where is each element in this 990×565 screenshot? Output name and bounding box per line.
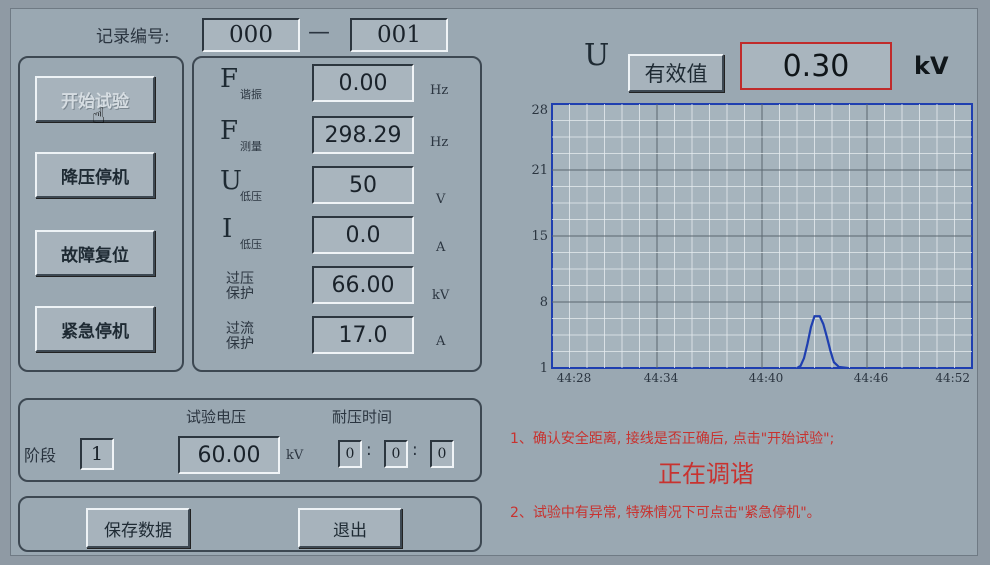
over-voltage-unit: kV xyxy=(432,288,450,303)
note-line-1: 1、确认安全距离, 接线是否正确后, 点击"开始试验"; xyxy=(510,431,835,447)
stage-label: 阶段 xyxy=(24,446,57,465)
i-low-unit: A xyxy=(436,240,446,255)
over-current-label-top: 过流 xyxy=(226,321,254,337)
parameter-panel xyxy=(192,56,482,372)
x-tick-label: 44:40 xyxy=(749,371,784,385)
f-resonance-unit: Hz xyxy=(430,83,449,98)
y-tick-label: 15 xyxy=(531,229,548,244)
meter-unit: kV xyxy=(914,52,949,80)
x-tick-label: 44:34 xyxy=(644,371,679,385)
stage-value[interactable]: 1 xyxy=(80,438,114,470)
f-measured-sub: 测量 xyxy=(240,140,262,153)
meter-value: 0.30 xyxy=(740,42,892,90)
withstand-time-label: 耐压时间 xyxy=(332,408,393,426)
control-panel xyxy=(18,56,184,372)
stage-panel xyxy=(18,398,482,482)
save-data-button[interactable]: 保存数据 xyxy=(86,508,190,548)
over-voltage-value: 66.00 xyxy=(312,266,414,304)
y-tick-label: 8 xyxy=(540,295,548,310)
fault-reset-button[interactable]: 故障复位 xyxy=(35,230,155,276)
hmi-screen: 记录编号: 000 — 001 开始试验 ☝ 降压停机 故障复位 紧急停机 F … xyxy=(10,8,978,556)
emergency-stop-button[interactable]: 紧急停机 xyxy=(35,306,155,352)
note-line-2: 2、试验中有异常, 特殊情况下可点击"紧急停机"。 xyxy=(510,505,821,521)
f-measured-value: 298.29 xyxy=(312,116,414,154)
u-low-sub: 低压 xyxy=(240,190,262,203)
f-resonance-value: 0.00 xyxy=(312,64,414,102)
u-low-unit: V xyxy=(436,192,446,207)
test-voltage-unit: kV xyxy=(286,448,304,463)
start-test-button[interactable]: 开始试验 xyxy=(35,76,155,122)
y-tick-label: 1 xyxy=(540,361,548,376)
u-low-symbol: U xyxy=(220,166,242,196)
i-low-value: 0.0 xyxy=(312,216,414,254)
withstand-seconds[interactable]: 0 xyxy=(430,440,454,468)
hand-cursor-icon: ☝ xyxy=(92,104,106,129)
f-measured-symbol: F xyxy=(220,116,239,146)
f-resonance-symbol: F xyxy=(220,64,239,94)
u-low-value: 50 xyxy=(312,166,414,204)
test-voltage-value[interactable]: 60.00 xyxy=(178,436,280,474)
test-voltage-label: 试验电压 xyxy=(186,408,247,426)
record-label: 记录编号: xyxy=(96,27,170,47)
withstand-hours[interactable]: 0 xyxy=(338,440,362,468)
i-low-sub: 低压 xyxy=(240,238,262,251)
meter-symbol: U xyxy=(584,38,610,73)
chart-y-ticks: 28 21 15 8 1 xyxy=(531,103,548,376)
chart-grid xyxy=(552,104,972,368)
record-part1: 000 xyxy=(202,18,300,52)
x-tick-label: 44:46 xyxy=(854,371,889,385)
over-current-label: 过流 保护 xyxy=(226,322,254,352)
f-resonance-sub: 谐振 xyxy=(240,88,262,101)
chart-x-ticks: 44:28 44:34 44:40 44:46 44:52 xyxy=(557,371,970,385)
over-voltage-label-top: 过压 xyxy=(226,271,254,287)
y-tick-label: 28 xyxy=(531,103,548,118)
over-voltage-label-bottom: 保护 xyxy=(226,286,254,302)
x-tick-label: 44:28 xyxy=(557,371,592,385)
step-down-stop-button[interactable]: 降压停机 xyxy=(35,152,155,198)
time-sep-2: : xyxy=(412,440,418,460)
over-current-value: 17.0 xyxy=(312,316,414,354)
f-measured-unit: Hz xyxy=(430,135,449,150)
over-current-unit: A xyxy=(436,334,446,349)
record-dash: — xyxy=(308,20,330,45)
over-current-label-bottom: 保护 xyxy=(226,336,254,352)
withstand-minutes[interactable]: 0 xyxy=(384,440,408,468)
time-sep-1: : xyxy=(366,440,372,460)
rms-mode-button[interactable]: 有效值 xyxy=(628,54,724,92)
record-part2: 001 xyxy=(350,18,448,52)
x-tick-label: 44:52 xyxy=(935,371,970,385)
voltage-series-line xyxy=(796,315,848,370)
i-low-symbol: I xyxy=(222,214,233,244)
voltage-chart: 28 21 15 8 1 44:28 44:34 44:40 44:46 44:52 xyxy=(531,103,973,385)
y-tick-label: 21 xyxy=(531,163,548,178)
status-text: 正在调谐 xyxy=(658,460,754,488)
over-voltage-label: 过压 保护 xyxy=(226,272,254,302)
exit-button[interactable]: 退出 xyxy=(298,508,402,548)
bottom-panel xyxy=(18,496,482,552)
